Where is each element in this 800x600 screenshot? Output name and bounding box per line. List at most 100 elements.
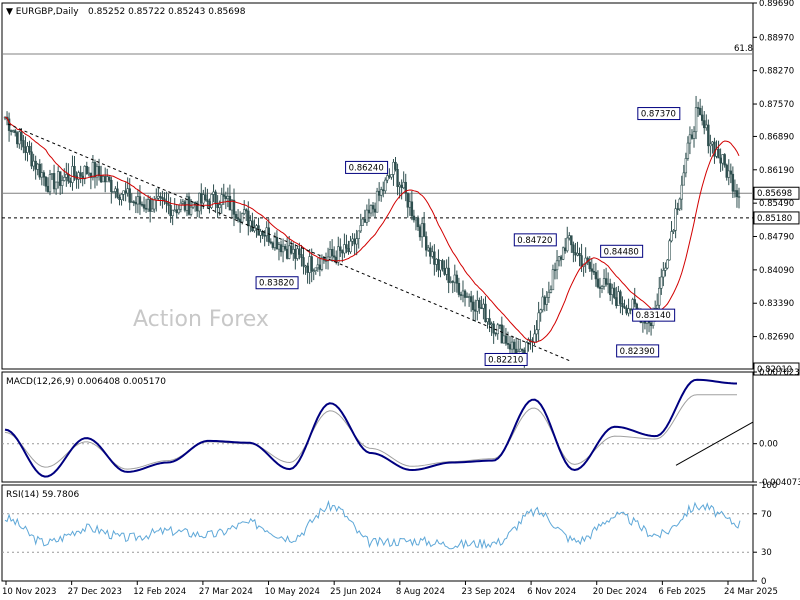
candle-body xyxy=(73,166,76,177)
candle-body xyxy=(38,163,41,178)
candle-body xyxy=(349,240,352,253)
candle-body xyxy=(592,270,596,273)
candle-body xyxy=(56,171,60,183)
candle-body xyxy=(54,181,58,190)
candle-body xyxy=(482,303,485,309)
candle-body xyxy=(625,307,628,314)
candle-body xyxy=(594,271,598,280)
header-symbol: ▼ EURGBP,Daily xyxy=(6,7,79,17)
candle-body xyxy=(537,312,540,331)
candle-body xyxy=(42,172,46,178)
price-annotation-label: 0.83140 xyxy=(636,311,671,321)
candle-body xyxy=(408,201,412,208)
candle-body xyxy=(198,193,201,212)
price-annotation-label: 0.84720 xyxy=(517,236,552,246)
candle-body xyxy=(298,248,301,255)
candle-body xyxy=(500,324,504,344)
candle-body xyxy=(623,306,626,309)
candle-body xyxy=(676,208,679,211)
candle-body xyxy=(279,244,283,253)
candle-body xyxy=(564,247,567,252)
candle-body xyxy=(320,257,324,270)
candle-body xyxy=(431,251,434,257)
candle-body xyxy=(14,130,17,133)
candle-body xyxy=(433,251,436,265)
candle-body xyxy=(161,197,164,200)
candle-body xyxy=(449,281,452,283)
candle-body xyxy=(437,258,440,271)
candle-body xyxy=(453,274,457,283)
candle-body xyxy=(228,195,232,211)
candle-body xyxy=(232,199,236,215)
price-annotation-box xyxy=(600,244,644,258)
candle-body xyxy=(240,213,244,223)
candle-body xyxy=(87,172,91,175)
candle-body xyxy=(504,335,508,344)
x-tick-label: 10 May 2024 xyxy=(265,587,320,597)
candle-body xyxy=(263,234,266,237)
candle-body xyxy=(439,260,442,271)
price-y-tick-label: 0.84790 xyxy=(759,233,794,243)
candle-body xyxy=(347,247,350,253)
price-y-tick-label: 0.89690 xyxy=(759,0,794,9)
candle-body xyxy=(142,204,146,209)
candle-body xyxy=(394,161,397,170)
price-annotation-label: 0.82390 xyxy=(620,347,655,357)
candle-body xyxy=(144,207,148,210)
candle-body xyxy=(339,246,342,251)
candle-body xyxy=(345,244,348,249)
candle-body xyxy=(469,296,473,303)
candle-body xyxy=(578,253,581,256)
candle-body xyxy=(678,198,681,210)
candle-body xyxy=(484,303,487,323)
candle-body xyxy=(390,174,393,178)
candle-body xyxy=(67,174,70,182)
candle-body xyxy=(126,188,129,194)
macd-title: MACD(12,26,9) 0.006408 0.005170 xyxy=(6,377,166,387)
candle-body xyxy=(32,160,35,167)
rsi-layer xyxy=(2,499,753,553)
candle-body xyxy=(173,209,176,212)
x-tick-label: 12 Feb 2024 xyxy=(133,587,186,597)
candle-body xyxy=(686,142,690,159)
candle-body xyxy=(361,218,364,226)
candle-body xyxy=(69,180,72,183)
candle-body xyxy=(392,161,395,175)
candle-body xyxy=(212,191,215,195)
candle-body xyxy=(703,120,706,129)
macd-panel-frame xyxy=(1,371,754,483)
candle-body xyxy=(138,196,142,205)
candle-body xyxy=(357,230,360,239)
price-annotation-label: 0.84480 xyxy=(604,247,639,257)
candle-body xyxy=(128,188,131,203)
price-annotation-box xyxy=(616,344,660,358)
candle-body xyxy=(48,174,52,193)
candle-body xyxy=(377,190,381,196)
candle-body xyxy=(99,175,103,183)
candle-body xyxy=(555,260,559,271)
candle-body xyxy=(416,217,420,228)
candle-body xyxy=(476,299,479,312)
candle-body xyxy=(561,247,565,260)
candle-body xyxy=(539,309,542,314)
candle-body xyxy=(52,173,56,190)
candle-body xyxy=(664,267,667,271)
candle-body xyxy=(412,215,416,221)
x-tick-label: 10 Nov 2023 xyxy=(2,587,56,597)
candle-body xyxy=(238,218,242,223)
candle-body xyxy=(508,344,512,350)
candle-body xyxy=(30,151,33,167)
candle-body xyxy=(631,299,634,311)
price-annotation-box xyxy=(345,160,389,174)
candle-body xyxy=(265,227,268,236)
price-annotation-label: 0.82210 xyxy=(488,355,523,365)
candle-body xyxy=(410,201,414,217)
candle-body xyxy=(312,270,315,273)
candle-body xyxy=(474,309,477,312)
candle-body xyxy=(234,214,238,219)
x-tick-label: 25 Jun 2024 xyxy=(330,587,381,597)
candle-body xyxy=(171,209,174,217)
candle-body xyxy=(535,329,538,335)
